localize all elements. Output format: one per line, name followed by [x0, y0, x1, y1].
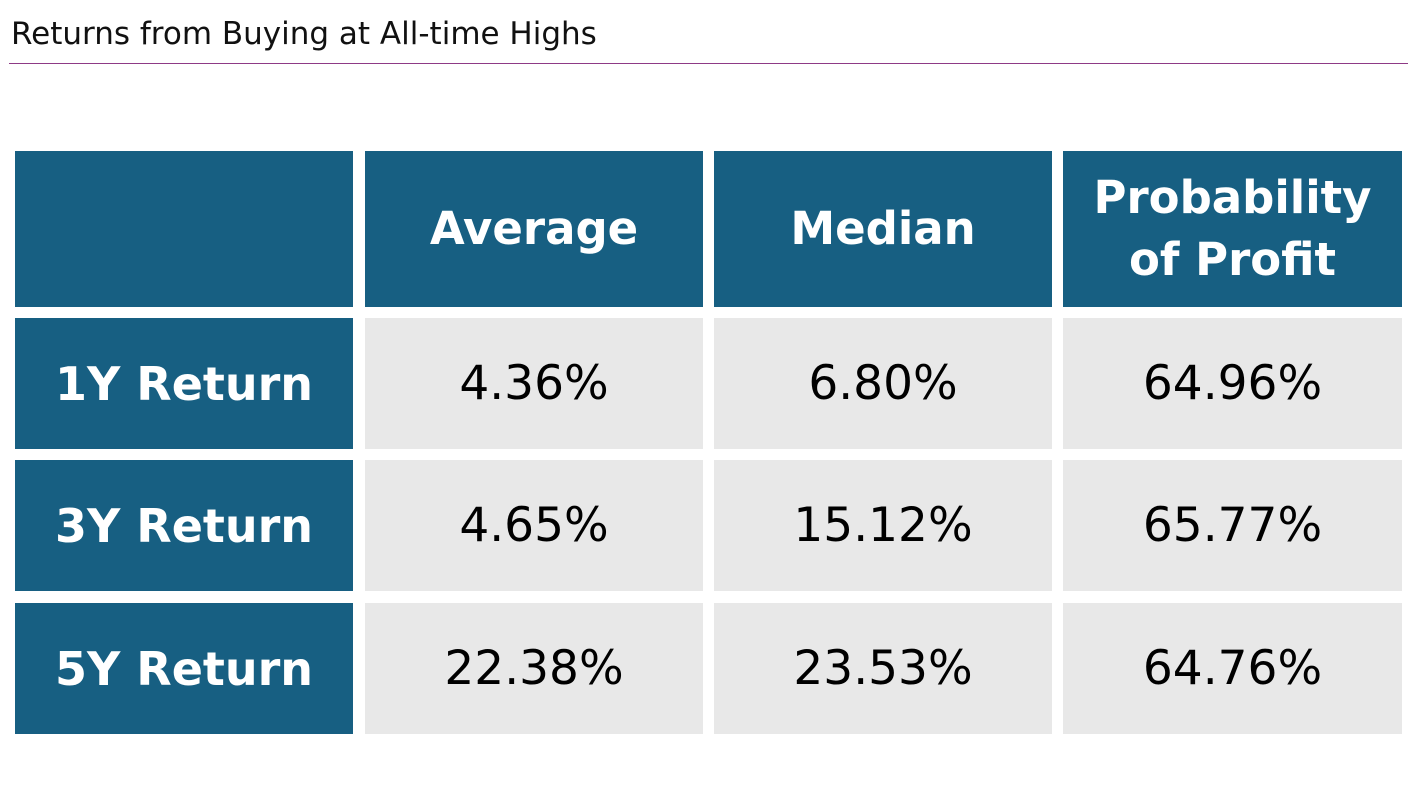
- page-title: Returns from Buying at All-time Highs: [11, 16, 597, 52]
- table-corner-cell: [15, 151, 353, 307]
- title-divider: [9, 63, 1408, 64]
- row-header-5y-return: 5Y Return: [15, 603, 353, 734]
- table-cell-3y-average: 4.65%: [365, 460, 703, 591]
- table-cell-1y-median: 6.80%: [714, 318, 1052, 449]
- column-header-median: Median: [714, 151, 1052, 307]
- column-header-average: Average: [365, 151, 703, 307]
- table-cell-5y-median: 23.53%: [714, 603, 1052, 734]
- table-cell-1y-average: 4.36%: [365, 318, 703, 449]
- table-cell-1y-probability: 64.96%: [1063, 318, 1402, 449]
- column-header-label: Probability of Profit: [1093, 171, 1372, 286]
- table-cell-5y-average: 22.38%: [365, 603, 703, 734]
- table-cell-3y-probability: 65.77%: [1063, 460, 1402, 591]
- row-header-3y-return: 3Y Return: [15, 460, 353, 591]
- row-header-1y-return: 1Y Return: [15, 318, 353, 449]
- table-cell-5y-probability: 64.76%: [1063, 603, 1402, 734]
- table-cell-3y-median: 15.12%: [714, 460, 1052, 591]
- column-header-probability-of-profit: Probability of Profit: [1063, 151, 1402, 307]
